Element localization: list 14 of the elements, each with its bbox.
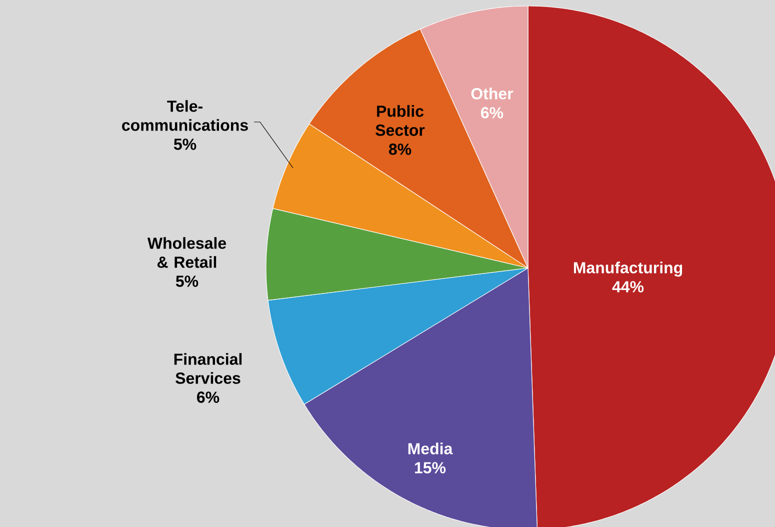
slice-label: Public Sector — [376, 105, 425, 136]
data-label: 44% — [612, 281, 644, 292]
slice-label: Tele-communications — [122, 100, 248, 131]
data-label: 5% — [174, 138, 196, 150]
data-label: 15% — [415, 462, 446, 474]
data-label: 6% — [197, 392, 220, 403]
slice-label: Media — [408, 442, 453, 454]
data-label: 6% — [481, 107, 504, 118]
data-label: 5% — [176, 276, 198, 287]
slice-label: Other — [471, 88, 514, 100]
slice-label: Wholesale & Retail — [147, 237, 226, 268]
slice-label: Manufacturing — [574, 262, 682, 277]
slice-label: Financial Services — [174, 353, 242, 384]
data-label: 8% — [388, 144, 412, 155]
